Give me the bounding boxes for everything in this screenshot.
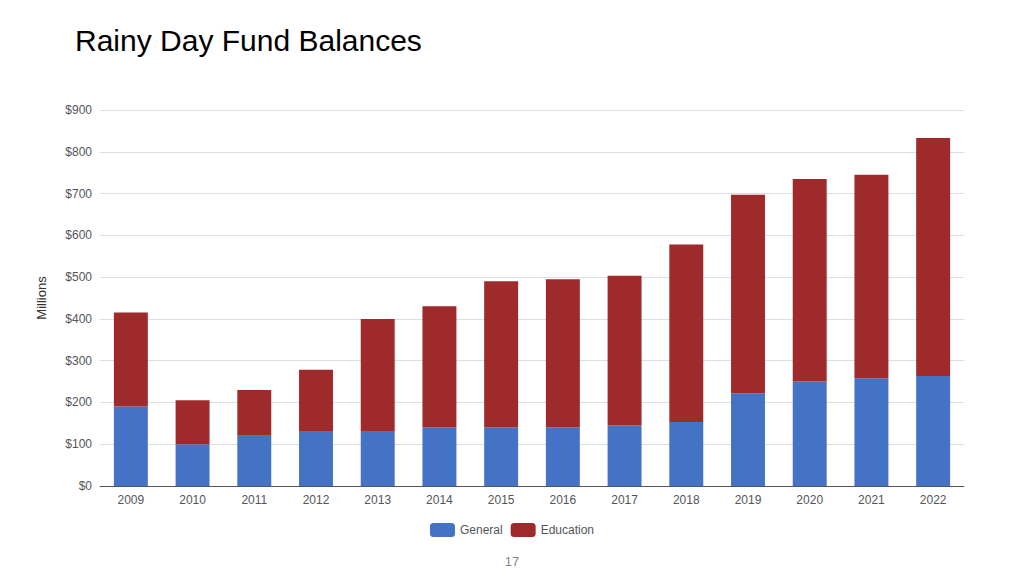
svg-text:Education: Education [541,523,594,537]
svg-text:$800: $800 [65,145,92,159]
svg-text:2013: 2013 [364,493,391,507]
svg-text:Millions: Millions [34,276,49,320]
svg-text:2017: 2017 [611,493,638,507]
svg-text:2015: 2015 [488,493,515,507]
svg-text:Rainy Day Fund Balances: Rainy Day Fund Balances [75,24,422,57]
svg-text:2021: 2021 [858,493,885,507]
svg-text:2018: 2018 [673,493,700,507]
svg-text:$500: $500 [65,270,92,284]
svg-text:2016: 2016 [550,493,577,507]
svg-text:$700: $700 [65,187,92,201]
svg-text:2010: 2010 [179,493,206,507]
svg-text:2020: 2020 [796,493,823,507]
svg-text:$600: $600 [65,228,92,242]
svg-text:$400: $400 [65,312,92,326]
svg-text:$100: $100 [65,437,92,451]
svg-text:$200: $200 [65,395,92,409]
svg-text:2022: 2022 [920,493,947,507]
svg-text:2011: 2011 [241,493,267,507]
svg-text:2009: 2009 [118,493,145,507]
svg-text:General: General [460,523,503,537]
svg-text:$300: $300 [65,354,92,368]
svg-text:$0: $0 [79,479,93,493]
svg-text:17: 17 [505,554,519,569]
svg-text:2014: 2014 [426,493,453,507]
svg-text:2012: 2012 [303,493,330,507]
svg-text:2019: 2019 [735,493,762,507]
svg-text:$900: $900 [65,103,92,117]
